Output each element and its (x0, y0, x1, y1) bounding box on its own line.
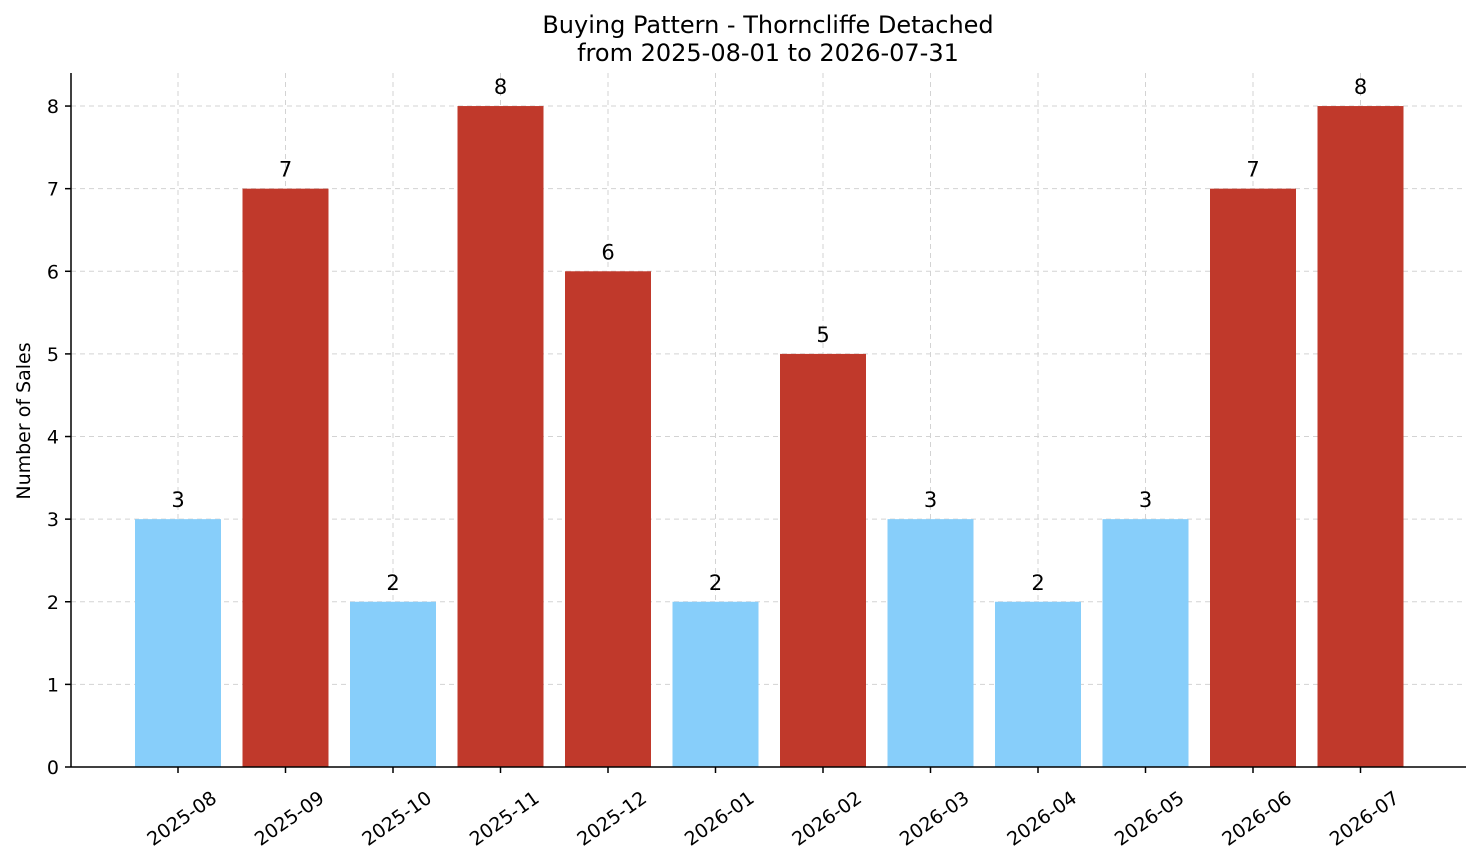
y-axis-label: Number of Sales (13, 342, 35, 499)
data-label-2026-01: 2 (709, 571, 722, 595)
bar-2025-11 (457, 106, 544, 768)
x-tick-label: 2026-07 (1326, 787, 1404, 851)
chart-title: Buying Pattern - Thorncliffe Detached (542, 11, 993, 39)
y-tick-label: 6 (47, 261, 59, 283)
bar-2026-07 (1317, 106, 1404, 768)
x-tick-label: 2025-09 (251, 787, 329, 851)
y-tick-label: 0 (47, 757, 59, 779)
x-tick-label: 2025-11 (466, 787, 544, 851)
y-tick-label: 7 (47, 179, 59, 201)
data-label-2026-06: 7 (1246, 158, 1259, 182)
data-labels: 3 7 2 8 6 2 5 3 2 3 7 8 (171, 75, 1367, 595)
x-tick-label: 2026-05 (1111, 787, 1189, 851)
bar-2025-08 (135, 519, 221, 767)
bar-2025-10 (350, 601, 436, 767)
bar-2026-01 (672, 601, 759, 767)
x-tick-label: 2026-03 (896, 787, 974, 851)
x-tick-label: 2026-01 (681, 787, 759, 851)
bar-2025-12 (565, 271, 651, 767)
bar-2025-09 (242, 188, 329, 767)
x-tick-label: 2026-06 (1218, 787, 1296, 851)
y-tick-label: 4 (47, 427, 59, 449)
data-label-2025-12: 6 (601, 240, 614, 264)
y-tick-label: 2 (47, 592, 59, 614)
data-label-2025-08: 3 (171, 488, 184, 512)
data-label-2026-04: 2 (1031, 571, 1044, 595)
bars (135, 106, 1404, 768)
x-tick-label: 2025-12 (573, 787, 651, 851)
data-label-2026-03: 3 (924, 488, 937, 512)
data-label-2025-11: 8 (494, 75, 507, 99)
x-tick-label: 2025-10 (358, 787, 436, 851)
bar-2026-02 (780, 353, 866, 767)
data-label-2026-07: 8 (1354, 75, 1367, 99)
data-label-2025-10: 2 (386, 571, 399, 595)
data-label-2026-02: 5 (816, 323, 829, 347)
bar-2026-05 (1102, 519, 1189, 767)
y-tick-label: 3 (47, 509, 59, 531)
y-tick-label: 5 (47, 344, 59, 366)
bar-2026-04 (995, 601, 1081, 767)
x-tick-label: 2026-02 (788, 787, 866, 851)
x-tick-label: 2026-04 (1003, 787, 1081, 851)
bar-2026-06 (1210, 188, 1296, 767)
x-tick-label: 2025-08 (143, 787, 221, 851)
data-label-2025-09: 7 (279, 158, 292, 182)
y-tick-label: 8 (47, 96, 59, 118)
data-label-2026-05: 3 (1139, 488, 1152, 512)
y-tick-label: 1 (47, 674, 59, 696)
bar-2026-03 (887, 519, 974, 767)
chart-subtitle: from 2025-08-01 to 2026-07-31 (577, 39, 959, 67)
